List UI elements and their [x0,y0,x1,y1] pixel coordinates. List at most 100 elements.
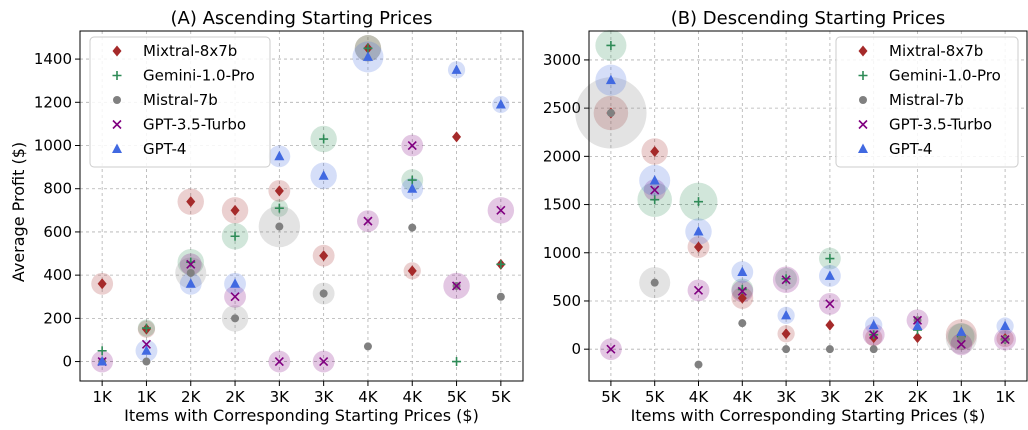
x-tick-label: 1K [952,388,973,406]
y-tick-label: 600 [43,223,72,241]
point-mistral-7b [650,278,659,287]
point-mistral-7b [363,342,372,351]
point-mistral-7b [142,357,151,366]
x-tick-label: 2K [225,388,246,406]
y-tick-label: 200 [43,309,72,327]
point-gpt-4 [230,278,241,288]
x-tick-label: 3K [776,388,797,406]
point-mixtral-8x7b [913,332,922,344]
point-gpt-4 [495,98,506,109]
y-tick-label: 1500 [543,196,581,214]
legend-marker-gpt-3-5-turbo [858,119,868,130]
x-tick-label: 5K [645,388,666,406]
y-tick-label: 1000 [543,244,581,262]
point-gemini-1-0-pro [606,40,616,50]
point-gemini-1-0-pro [319,134,329,144]
point-gpt-3-5-turbo [451,281,462,291]
point-gemini-1-0-pro [141,323,151,333]
point-gpt-4 [407,183,418,193]
point-gpt-4 [141,345,152,355]
x-tick-label: 5K [491,388,512,406]
x-axis-label: Items with Corresponding Starting Prices… [124,406,479,425]
y-tick-label: 1400 [34,50,72,68]
point-mixtral-8x7b [452,131,462,143]
x-tick-label: 4K [733,388,754,406]
panel-a: 0 200 400 600 800 1000 1200 1400 1K 1K 2K 2K 3K 3K 4K 4… [34,8,524,425]
point-gpt-3-5-turbo [693,285,704,295]
x-tick-label: 4K [403,388,424,406]
point-gpt-3-5-turbo [186,259,196,269]
point-gemini-1-0-pro [650,195,660,205]
y-tick-label: 0 [62,353,72,371]
point-gpt-3-5-turbo [869,330,879,340]
legend-label-gpt-4: GPT-4 [143,140,186,158]
point-gemini-1-0-pro [363,43,373,53]
point-mistral-7b [694,360,703,369]
legend-marker-mixtral-8x7b [858,45,868,57]
point-gpt-3-5-turbo [650,185,660,195]
x-tick-label: 2K [864,388,885,406]
point-mixtral-8x7b [737,292,747,304]
y-tick-label: 2500 [543,99,581,117]
point-gpt-3-5-turbo [781,275,791,285]
plot-frame [588,30,1028,382]
point-gpt-3-5-turbo [825,299,835,309]
point-mistral-7b [496,292,505,301]
legend-marker-gemini-1-0-pro [112,71,122,80]
point-mixtral-8x7b [230,204,240,216]
point-gemini-1-0-pro [407,175,417,185]
legend-label-mixtral-8x7b: Mixtral-8x7b [143,42,237,60]
x-tick-label: 5K [601,388,622,406]
point-gpt-3-5-turbo [1000,334,1010,345]
point-gpt-4 [912,320,923,331]
legend-label-gpt-4: GPT-4 [889,140,932,158]
point-gpt-4 [737,266,748,277]
point-gpt-3-5-turbo [606,344,616,354]
legend-marker-gemini-1-0-pro [858,71,868,80]
point-mixtral-8x7b [781,328,791,340]
point-mistral-7b [606,108,615,117]
point-mixtral-8x7b [319,250,329,262]
point-gpt-4 [362,51,373,61]
legend-label-mistral-7b: Mistral-7b [143,91,218,109]
point-gpt-4 [451,64,462,74]
x-tick-label: 4K [689,388,710,406]
point-mistral-7b [186,268,195,277]
legend-marker-gpt-4 [858,143,868,153]
legend-label-gpt-3-5-turbo: GPT-3.5-Turbo [143,116,246,134]
point-gemini-1-0-pro [452,357,462,367]
y-tick-label: 500 [552,292,581,310]
legend-label-gemini-1-0-pro: Gemini-1.0-Pro [889,67,1001,85]
legend-label-mixtral-8x7b: Mixtral-8x7b [889,42,983,60]
point-mixtral-8x7b [274,185,284,197]
point-gpt-4 [956,326,967,336]
x-tick-label: 5K [447,388,468,406]
point-gpt-4 [1000,320,1011,331]
legend-label-gpt-3-5-turbo: GPT-3.5-Turbo [889,116,992,134]
point-gpt-4 [868,319,879,330]
legend-marker-mistral-7b [859,96,867,104]
x-tick-label: 1K [137,388,158,406]
legend-marker-mistral-7b [113,96,121,104]
x-tick-label: 2K [908,388,929,406]
point-gpt-3-5-turbo [274,356,284,367]
point-mixtral-8x7b [97,278,107,290]
point-mistral-7b [275,222,284,231]
point-gpt-3-5-turbo [956,339,966,349]
point-mistral-7b [408,223,417,232]
point-gpt-3-5-turbo [912,315,923,325]
point-gpt-4 [185,278,196,288]
point-gpt-3-5-turbo [363,216,373,226]
y-tick-label: 1000 [34,137,72,155]
x-tick-label: 3K [270,388,291,406]
point-mistral-7b [738,319,747,328]
point-mistral-7b [782,345,791,354]
plot-frame [79,30,524,382]
y-tick-label: 1200 [34,93,72,111]
y-tick-label: 2000 [543,147,581,165]
point-mistral-7b [957,334,966,343]
point-gpt-3-5-turbo [230,292,240,302]
point-gemini-1-0-pro [496,259,506,269]
legend-marker-mixtral-8x7b [112,45,122,57]
